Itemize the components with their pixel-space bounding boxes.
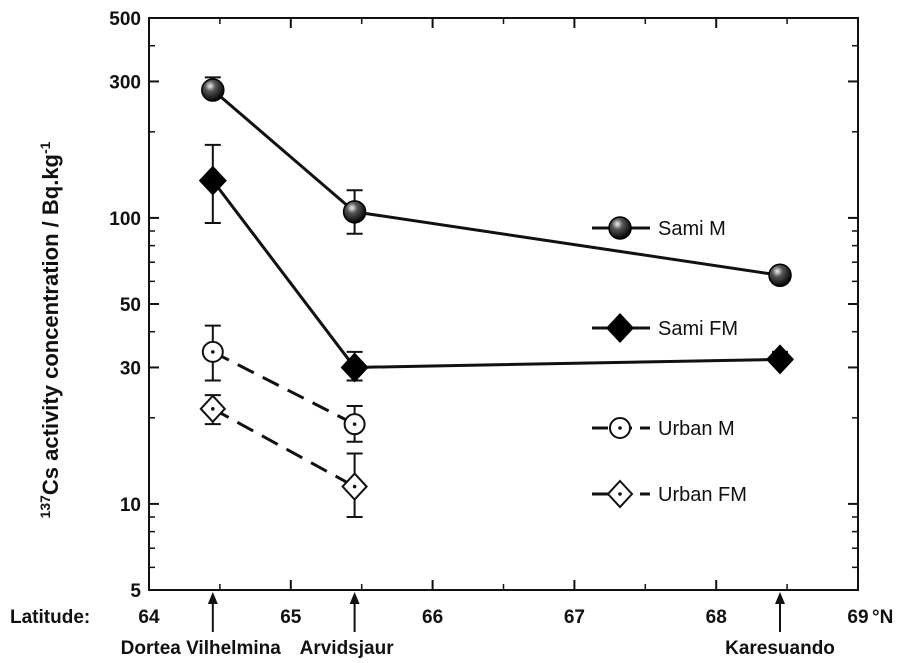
y-tick-label: 30 [120, 358, 141, 379]
data-point [766, 344, 795, 375]
series-line [212, 350, 356, 426]
data-point [340, 352, 369, 383]
site-arrow-head [207, 592, 218, 604]
site-label: Karesuando [725, 638, 835, 659]
y-tick-label: 500 [109, 9, 141, 30]
data-point [199, 394, 227, 424]
legend-label: Urban FM [658, 484, 747, 506]
legend-marker [606, 479, 634, 509]
x-axis-unit: °N [872, 607, 893, 628]
legend-label: Sami M [658, 218, 726, 240]
data-point [343, 413, 366, 436]
legend-label: Sami FM [658, 318, 738, 340]
legend-marker [608, 216, 632, 240]
legend-entry: Sami M [592, 216, 726, 240]
legend-label: Urban M [658, 418, 735, 440]
marker-dot [618, 426, 622, 430]
legend-entry: Urban FM [592, 479, 747, 509]
y-axis-label-main: Cs activity concentration / Bq.kg [38, 154, 63, 495]
x-tick-label: 65 [280, 607, 302, 628]
x-tick-label: 66 [422, 607, 443, 628]
y-axis-label: 137Cs activity concentration / Bq.kg-1 [37, 141, 63, 518]
plot-frame [148, 17, 859, 591]
x-ticks: 64 65 66 67 68 69 [138, 18, 869, 628]
y-axis-label-superscript: 137 [37, 495, 53, 519]
data-point [201, 340, 224, 363]
data-point [768, 263, 792, 288]
data-point [201, 78, 225, 102]
site-arrow-head [775, 592, 786, 604]
y-ticks: 5 10 30 50 100 300 500 [109, 9, 858, 602]
data-point [341, 472, 368, 502]
marker-dot [211, 350, 215, 354]
site-label: Dortea Vilhelmina [121, 638, 282, 659]
x-axis-prefix: Latitude: [10, 607, 90, 628]
legend-marker [606, 313, 634, 343]
site-label: Arvidsjaur [300, 638, 395, 659]
y-tick-label: 5 [130, 581, 141, 602]
y-tick-label: 300 [109, 72, 141, 93]
marker-dot [352, 484, 357, 489]
legend: Sami M Sami FM Urban M Urban FM [592, 216, 747, 509]
y-axis-label-exponent: -1 [37, 141, 53, 154]
x-tick-label: 69 [847, 607, 868, 628]
series-urban-m [201, 324, 366, 443]
site-markers: Dortea Vilhelmina Arvidsjaur Karesuando [121, 592, 835, 659]
data-point [198, 165, 227, 196]
legend-marker [609, 417, 631, 439]
series-sami-fm [198, 143, 795, 383]
marker-dot [352, 422, 357, 426]
series-sami-m [201, 76, 792, 288]
data-point [342, 200, 367, 224]
legend-entry: Urban M [592, 417, 735, 440]
site-arrow-head [349, 592, 360, 604]
series-layer [198, 76, 795, 518]
y-tick-label: 10 [120, 495, 141, 516]
plot-axes [148, 17, 859, 591]
marker-dot [618, 492, 622, 496]
x-tick-label: 64 [138, 607, 160, 628]
y-tick-label: 100 [109, 209, 141, 230]
marker-dot [211, 407, 215, 411]
series-line [211, 88, 781, 277]
legend-entry: Sami FM [592, 313, 738, 343]
series-line [212, 407, 356, 488]
x-tick-label: 68 [706, 607, 727, 628]
series-urban-fm [199, 394, 368, 518]
y-tick-label: 50 [120, 295, 141, 316]
x-tick-label: 67 [564, 607, 585, 628]
minor-ticks [149, 18, 858, 590]
